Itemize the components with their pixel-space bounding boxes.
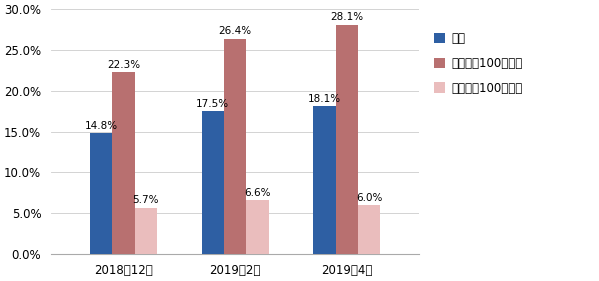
Text: 18.1%: 18.1% xyxy=(308,94,341,104)
Bar xyxy=(246,200,268,254)
Text: 28.1%: 28.1% xyxy=(330,12,364,22)
Text: 26.4%: 26.4% xyxy=(219,26,252,36)
Bar xyxy=(202,111,224,254)
Text: 5.7%: 5.7% xyxy=(132,195,159,205)
Bar xyxy=(135,208,157,254)
Text: 14.8%: 14.8% xyxy=(84,121,118,131)
Text: 22.3%: 22.3% xyxy=(107,60,140,70)
Bar xyxy=(313,106,335,254)
Bar xyxy=(90,133,113,254)
Text: 6.0%: 6.0% xyxy=(356,193,382,203)
Legend: 全体, 従業員数100人以上, 従業員数100人未満: 全体, 従業員数100人以上, 従業員数100人未満 xyxy=(429,27,527,99)
Bar xyxy=(358,205,380,254)
Text: 17.5%: 17.5% xyxy=(196,99,229,109)
Bar xyxy=(224,38,246,254)
Bar xyxy=(113,72,135,254)
Text: 6.6%: 6.6% xyxy=(244,188,271,198)
Bar xyxy=(335,25,358,254)
